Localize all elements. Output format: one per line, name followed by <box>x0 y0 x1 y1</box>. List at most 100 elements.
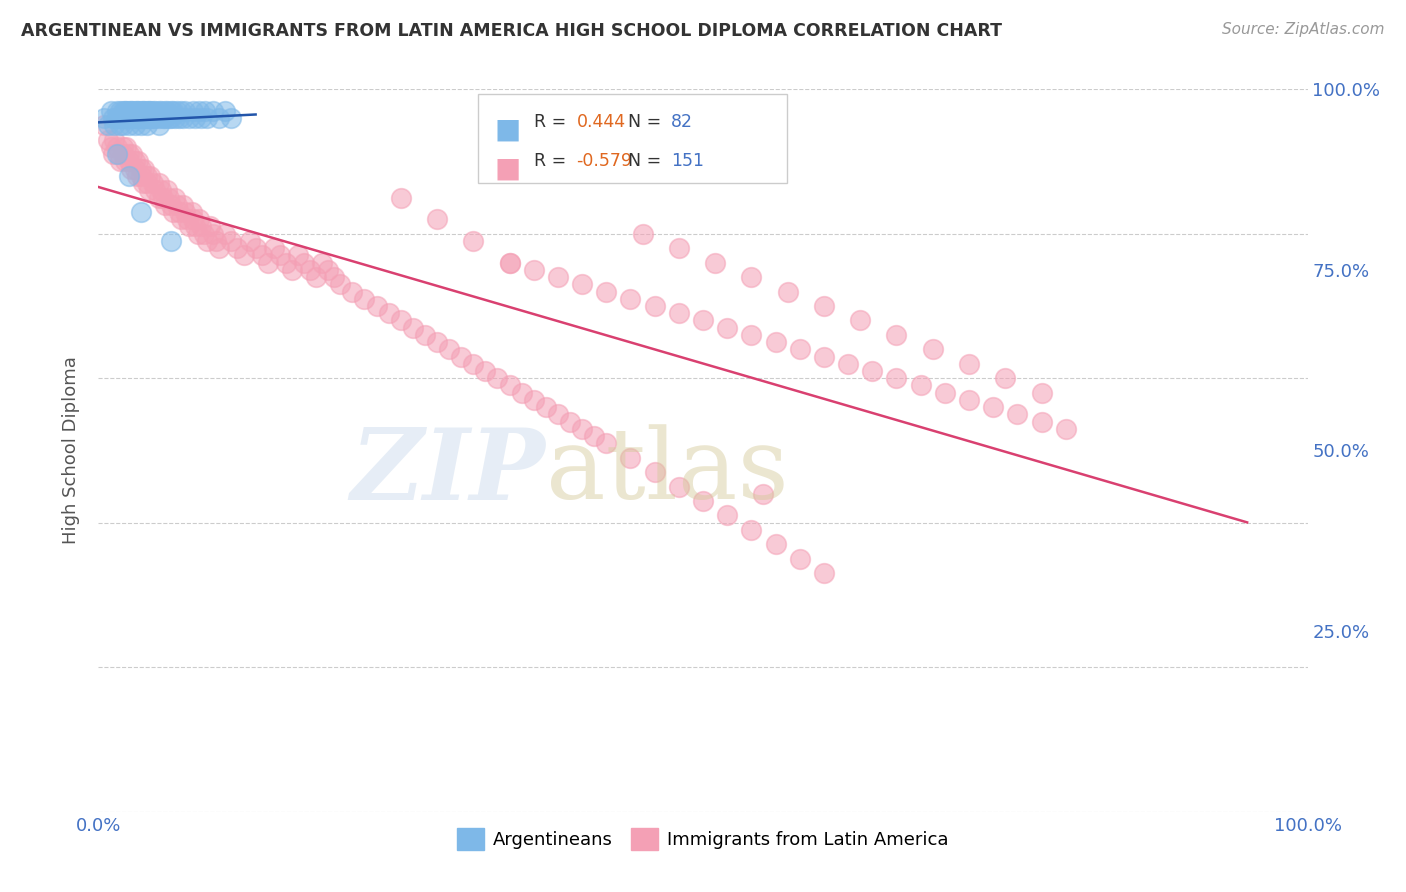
Point <box>208 241 231 255</box>
Point <box>124 111 146 125</box>
Text: ARGENTINEAN VS IMMIGRANTS FROM LATIN AMERICA HIGH SCHOOL DIPLOMA CORRELATION CHA: ARGENTINEAN VS IMMIGRANTS FROM LATIN AME… <box>21 22 1002 40</box>
Point <box>101 147 124 161</box>
Text: 151: 151 <box>671 152 703 169</box>
Point <box>187 227 209 241</box>
Point <box>121 103 143 118</box>
Point <box>108 119 131 133</box>
Point <box>316 262 339 277</box>
Point <box>148 191 170 205</box>
Point <box>619 292 641 306</box>
Point <box>184 219 207 234</box>
Text: -0.579: -0.579 <box>576 152 633 169</box>
Point <box>474 364 496 378</box>
Point <box>111 140 134 154</box>
Point <box>163 191 186 205</box>
Point <box>118 147 141 161</box>
Point <box>97 133 120 147</box>
Point <box>120 161 142 176</box>
Point <box>498 255 520 269</box>
Point <box>138 103 160 118</box>
Point <box>342 285 364 299</box>
Point <box>202 103 225 118</box>
Point <box>208 111 231 125</box>
Point <box>169 212 191 227</box>
Point <box>299 262 322 277</box>
Point <box>226 241 249 255</box>
Point <box>498 378 520 392</box>
Point <box>776 285 799 299</box>
Point <box>97 119 120 133</box>
Point <box>181 212 204 227</box>
Point <box>571 277 593 292</box>
Point <box>163 111 186 125</box>
Point <box>534 400 557 414</box>
Point <box>114 103 136 118</box>
Point <box>716 320 738 334</box>
Point <box>169 205 191 219</box>
Point <box>1054 422 1077 436</box>
Point <box>160 198 183 212</box>
Point <box>353 292 375 306</box>
Point <box>135 111 157 125</box>
Point <box>139 169 162 183</box>
Point <box>127 154 149 169</box>
Y-axis label: High School Diploma: High School Diploma <box>62 357 80 544</box>
Point <box>124 119 146 133</box>
Point <box>426 212 449 227</box>
Point <box>202 227 225 241</box>
Point <box>152 191 174 205</box>
Point <box>180 205 202 219</box>
Point <box>221 111 243 125</box>
Point <box>150 103 173 118</box>
Point <box>120 111 142 125</box>
Point <box>118 103 141 118</box>
Point <box>148 119 170 133</box>
Point <box>153 111 176 125</box>
Point <box>160 111 183 125</box>
Point <box>138 183 160 197</box>
Point <box>523 392 546 407</box>
Point <box>148 176 170 190</box>
Point <box>127 103 149 118</box>
Point <box>860 364 883 378</box>
Point <box>108 154 131 169</box>
Point <box>129 119 152 133</box>
Point <box>232 248 254 262</box>
Point <box>105 111 128 125</box>
Point <box>142 111 165 125</box>
Text: 0.444: 0.444 <box>576 113 626 131</box>
Point <box>789 551 811 566</box>
Point <box>124 103 146 118</box>
Point <box>166 198 188 212</box>
Point <box>765 537 787 551</box>
Point <box>789 343 811 357</box>
Point <box>111 103 134 118</box>
Point <box>132 176 155 190</box>
Point <box>813 350 835 364</box>
Point <box>134 111 156 125</box>
Point <box>510 385 533 400</box>
Point <box>142 103 165 118</box>
Point <box>311 255 333 269</box>
Point <box>269 248 291 262</box>
Point <box>148 103 170 118</box>
Legend: Argentineans, Immigrants from Latin America: Argentineans, Immigrants from Latin Amer… <box>450 821 956 857</box>
Point <box>274 255 297 269</box>
Point <box>619 450 641 465</box>
Point <box>305 270 328 285</box>
Point <box>547 270 569 285</box>
Point <box>132 103 155 118</box>
Text: ■: ■ <box>495 154 522 182</box>
Point <box>886 327 908 342</box>
Point <box>111 147 134 161</box>
Point <box>135 176 157 190</box>
Point <box>558 415 581 429</box>
Point <box>668 306 690 320</box>
Point <box>486 371 509 385</box>
Point <box>214 103 236 118</box>
Point <box>187 103 209 118</box>
Point <box>129 205 152 219</box>
Point <box>114 154 136 169</box>
Point <box>115 111 138 125</box>
Point <box>426 334 449 349</box>
